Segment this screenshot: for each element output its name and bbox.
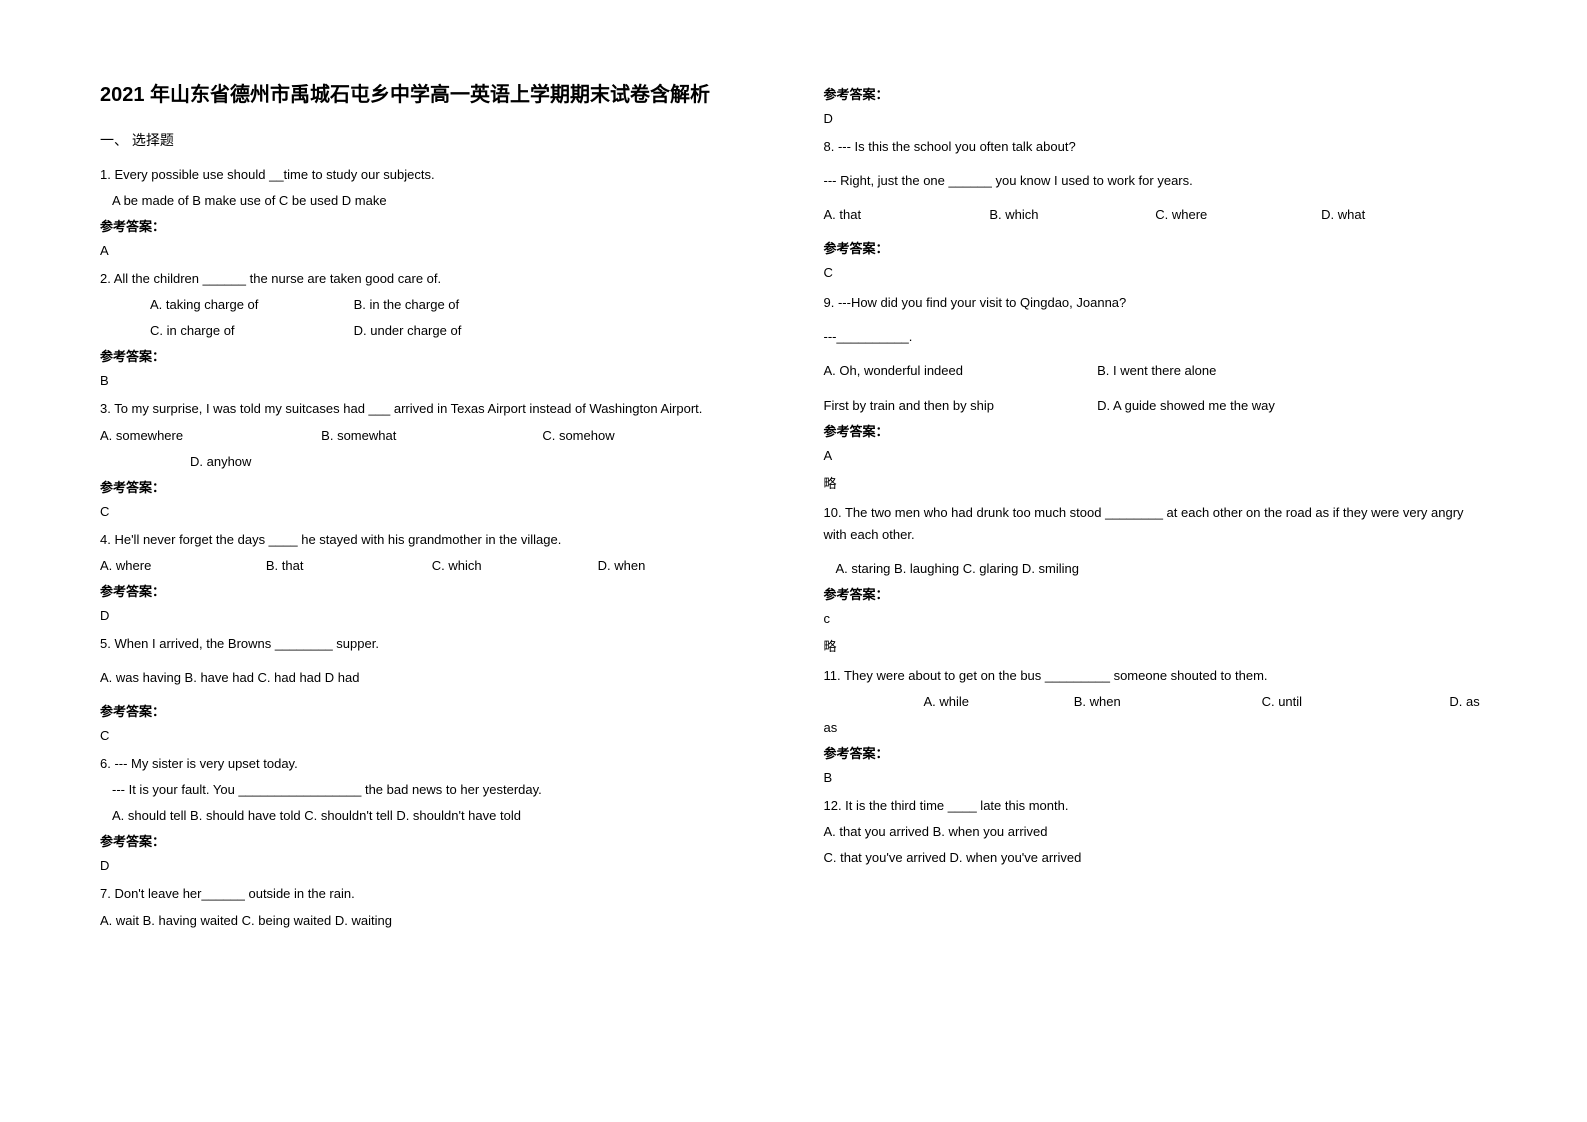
q3-optA: A. somewhere	[100, 425, 321, 447]
q7-text: 7. Don't leave her______ outside in the …	[100, 883, 764, 905]
q3-optB: B. somewhat	[321, 425, 542, 447]
q8-optD: D. what	[1321, 204, 1487, 226]
q1-answer: A	[100, 243, 764, 258]
q3-text: 3. To my surprise, I was told my suitcas…	[100, 398, 764, 420]
answer-label: 参考答案：	[100, 581, 764, 600]
q5-answer: C	[100, 728, 764, 743]
q10-answer: c	[824, 611, 1488, 626]
answer-label: 参考答案：	[824, 743, 1488, 762]
q12-options-l1: A. that you arrived B. when you arrived	[824, 821, 1488, 843]
q10-options: A. staring B. laughing C. glaring D. smi…	[824, 558, 1488, 580]
answer-label: 参考答案：	[100, 477, 764, 496]
q9-options-row2: First by train and then by ship D. A gui…	[824, 395, 1488, 417]
q11-answer: B	[824, 770, 1488, 785]
q7-options: A. wait B. having waited C. being waited…	[100, 910, 764, 932]
q3-options-row1: A. somewhere B. somewhat C. somehow	[100, 425, 764, 447]
answer-label: 参考答案：	[100, 346, 764, 365]
q3-optD: D. anyhow	[100, 451, 764, 473]
q9-omit: 略	[824, 473, 1488, 492]
q8-optA: A. that	[824, 204, 990, 226]
q4-optC: C. which	[432, 555, 598, 577]
answer-label: 参考答案：	[824, 84, 1488, 103]
answer-label: 参考答案：	[100, 701, 764, 720]
q4-answer: D	[100, 608, 764, 623]
q8-answer: C	[824, 265, 1488, 280]
q12-text: 12. It is the third time ____ late this …	[824, 795, 1488, 817]
q11-text: 11. They were about to get on the bus __…	[824, 665, 1488, 687]
q11-optC: C. until	[1262, 691, 1450, 713]
q6-answer: D	[100, 858, 764, 873]
q2-optC: C. in charge of	[150, 320, 350, 342]
q9-optD: D. A guide showed me the way	[1097, 398, 1275, 413]
q3-answer: C	[100, 504, 764, 519]
q2-optD: D. under charge of	[354, 323, 462, 338]
q5-options: A. was having B. have had C. had had D h…	[100, 667, 764, 689]
q9-optC: First by train and then by ship	[824, 395, 1094, 417]
q6-text2: --- It is your fault. You ______________…	[100, 779, 764, 801]
document-title: 2021 年山东省德州市禹城石屯乡中学高一英语上学期期末试卷含解析	[100, 80, 764, 110]
answer-label: 参考答案：	[824, 421, 1488, 440]
q5-text: 5. When I arrived, the Browns ________ s…	[100, 633, 764, 655]
q10-text: 10. The two men who had drunk too much s…	[824, 502, 1488, 546]
q2-text: 2. All the children ______ the nurse are…	[100, 268, 764, 290]
answer-label: 参考答案：	[824, 238, 1488, 257]
q9-optA: A. Oh, wonderful indeed	[824, 360, 1094, 382]
q3-optC: C. somehow	[542, 425, 763, 447]
left-column: 2021 年山东省德州市禹城石屯乡中学高一英语上学期期末试卷含解析 一、 选择题…	[100, 80, 764, 936]
right-column: 参考答案： D 8. --- Is this the school you of…	[824, 80, 1488, 936]
q8-optC: C. where	[1155, 204, 1321, 226]
q8-options: A. that B. which C. where D. what	[824, 204, 1488, 226]
q8-optB: B. which	[989, 204, 1155, 226]
q2-optB: B. in the charge of	[354, 297, 460, 312]
answer-label: 参考答案：	[100, 831, 764, 850]
section-heading: 一、 选择题	[100, 130, 764, 150]
q8-text2: --- Right, just the one ______ you know …	[824, 170, 1488, 192]
q6-options: A. should tell B. should have told C. sh…	[100, 805, 764, 827]
q4-options: A. where B. that C. which D. when	[100, 555, 764, 577]
q9-options-row1: A. Oh, wonderful indeed B. I went there …	[824, 360, 1488, 382]
answer-label: 参考答案：	[824, 584, 1488, 603]
q11-optA: A. while	[824, 691, 1074, 713]
q4-optA: A. where	[100, 555, 266, 577]
answer-label: 参考答案：	[100, 216, 764, 235]
q9-text2: ---__________.	[824, 326, 1488, 348]
q12-options-l2: C. that you've arrived D. when you've ar…	[824, 847, 1488, 869]
q1-options: A be made of B make use of C be used D m…	[100, 190, 764, 212]
q1-text: 1. Every possible use should __time to s…	[100, 164, 764, 186]
q11-as: as	[824, 717, 1488, 739]
q2-options-row1: A. taking charge of B. in the charge of	[100, 294, 764, 316]
q9-text: 9. ---How did you find your visit to Qin…	[824, 292, 1488, 314]
q2-options-row2: C. in charge of D. under charge of	[100, 320, 764, 342]
q11-optB: B. when	[1074, 691, 1262, 713]
q4-text: 4. He'll never forget the days ____ he s…	[100, 529, 764, 551]
q6-text: 6. --- My sister is very upset today.	[100, 753, 764, 775]
q7-answer: D	[824, 111, 1488, 126]
q11-options: A. while B. when C. until D. as	[824, 691, 1488, 713]
q4-optD: D. when	[598, 555, 764, 577]
q2-optA: A. taking charge of	[150, 294, 350, 316]
q9-optB: B. I went there alone	[1097, 363, 1216, 378]
q4-optB: B. that	[266, 555, 432, 577]
q2-answer: B	[100, 373, 764, 388]
q11-optD: D. as	[1449, 691, 1487, 713]
q10-omit: 略	[824, 636, 1488, 655]
q8-text: 8. --- Is this the school you often talk…	[824, 136, 1488, 158]
q9-answer: A	[824, 448, 1488, 463]
page-container: 2021 年山东省德州市禹城石屯乡中学高一英语上学期期末试卷含解析 一、 选择题…	[0, 0, 1587, 976]
